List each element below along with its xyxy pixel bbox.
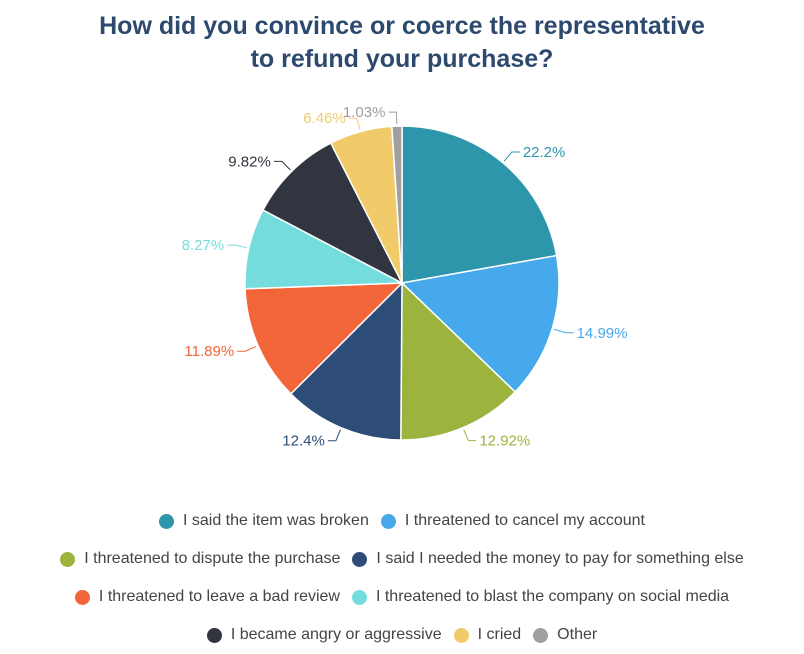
legend-item-cancel-account[interactable]: I threatened to cancel my account — [380, 512, 645, 530]
data-label-other: 1.03% — [343, 104, 386, 121]
data-label-bad-review: 11.89% — [184, 343, 234, 360]
pie-chart: 22.2% 14.99% 12.92% 12.4% 11.89% 8.27% 9.82% 6.… — [182, 104, 628, 450]
legend-item-bad-review[interactable]: I threatened to leave a bad review — [74, 588, 340, 606]
legend-swatch — [206, 627, 222, 643]
legend-label: I said I needed the money to pay for som… — [376, 550, 744, 567]
legend-label: I threatened to leave a bad review — [98, 588, 340, 605]
legend-label: I said the item was broken — [182, 512, 369, 529]
chart-title: How did you convince or coerce the repre… — [0, 10, 804, 76]
legend-item-social-media[interactable]: I threatened to blast the company on soc… — [351, 588, 730, 606]
chart-title-line-2: to refund your purchase? — [250, 45, 554, 73]
legend-swatch — [352, 551, 368, 567]
legend-swatch — [533, 627, 549, 643]
legend-item-dispute[interactable]: I threatened to dispute the purchase — [60, 550, 340, 568]
chart-title-line-1: How did you convince or coerce the repre… — [99, 12, 705, 40]
pie-slice-cancel-account[interactable] — [400, 254, 560, 393]
leader-line-other — [388, 111, 398, 125]
data-label-angry: 9.82% — [228, 153, 271, 170]
data-label-needed-money: 12.4% — [282, 433, 325, 450]
legend-label: I became angry or aggressive — [230, 626, 442, 643]
data-label-broken: 22.2% — [523, 144, 566, 161]
data-label-dispute: 12.92% — [479, 433, 530, 450]
leader-line-social-media — [227, 244, 248, 249]
pie-slice-needed-money[interactable] — [289, 281, 403, 441]
legend-label: I threatened to blast the company on soc… — [375, 588, 730, 605]
legend-row: I threatened to dispute the purchase I s… — [0, 540, 804, 578]
legend-item-angry[interactable]: I became angry or aggressive — [206, 626, 442, 644]
legend-label: I cried — [477, 626, 522, 643]
legend-swatch — [158, 513, 174, 529]
leader-line-bad-review — [237, 345, 257, 352]
data-label-social-media: 8.27% — [182, 237, 225, 254]
legend-swatch — [60, 551, 76, 567]
pie-slice-dispute[interactable] — [400, 281, 517, 441]
leader-line-cancel-account — [553, 328, 574, 334]
legend-item-broken[interactable]: I said the item was broken — [158, 512, 369, 530]
pie-slice-other[interactable] — [391, 125, 403, 284]
legend-row: I became angry or aggressive I cried Oth… — [0, 616, 804, 654]
legend-label: I threatened to dispute the purchase — [84, 550, 341, 567]
legend-item-cried[interactable]: I cried — [453, 626, 522, 644]
pie-slice-broken[interactable] — [401, 125, 558, 284]
legend-row: I said the item was broken I threatened … — [0, 502, 804, 540]
legend-row: I threatened to leave a bad review I thr… — [0, 578, 804, 616]
legend-swatch — [74, 589, 90, 605]
pie-slice-angry[interactable] — [261, 142, 404, 285]
legend-item-needed-money[interactable]: I said I needed the money to pay for som… — [352, 550, 744, 568]
legend-swatch — [380, 513, 396, 529]
data-label-cried: 6.46% — [303, 110, 346, 127]
legend-item-other[interactable]: Other — [533, 626, 597, 644]
legend-label: I threatened to cancel my account — [404, 512, 645, 529]
leader-line-dispute — [463, 429, 477, 442]
leader-line-angry — [273, 160, 291, 171]
legend: I said the item was broken I threatened … — [0, 502, 804, 654]
leader-line-broken — [503, 151, 520, 162]
leader-line-needed-money — [327, 429, 341, 442]
data-label-cancel-account: 14.99% — [577, 325, 628, 342]
legend-label: Other — [557, 626, 598, 643]
legend-swatch — [453, 627, 469, 643]
legend-swatch — [351, 589, 367, 605]
leader-line-cried — [348, 117, 361, 130]
pie-slice-bad-review[interactable] — [244, 282, 404, 395]
